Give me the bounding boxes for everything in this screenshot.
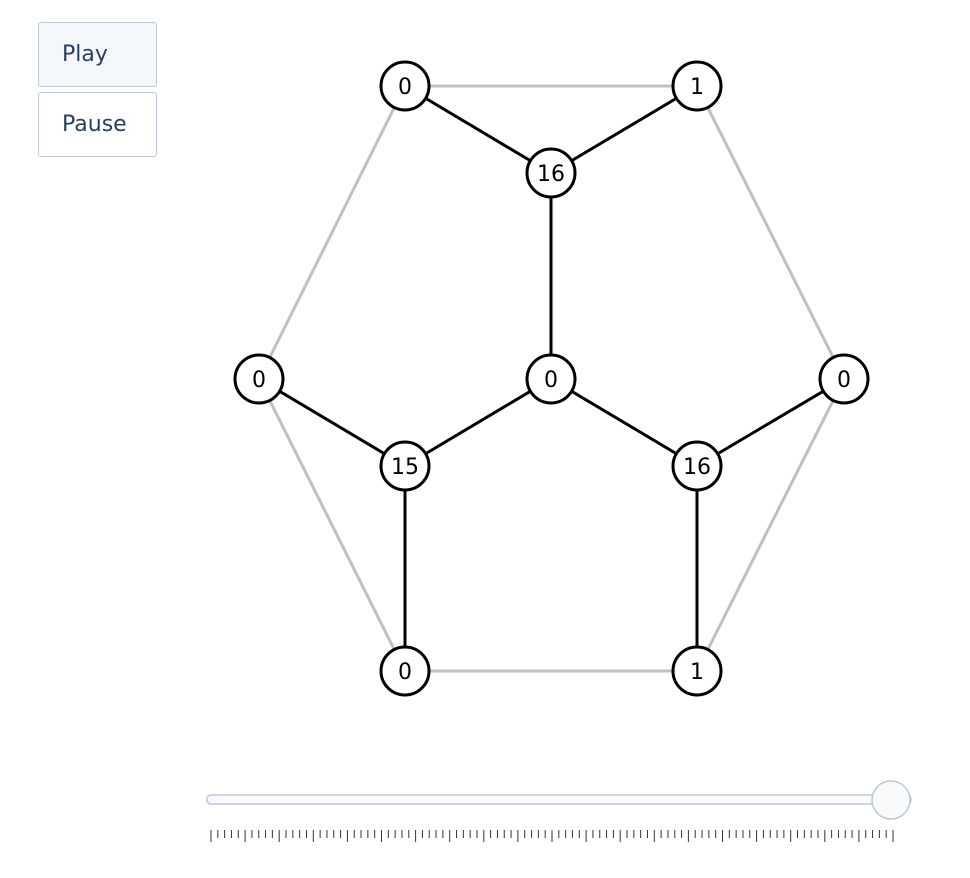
graph-node: 15 <box>379 440 431 492</box>
edge-n3-n6 <box>258 377 406 468</box>
graph-node: 16 <box>671 440 723 492</box>
slider-track[interactable] <box>206 794 912 805</box>
node-circle <box>525 147 577 199</box>
graph-node: 1 <box>671 645 723 697</box>
node-label: 0 <box>398 75 412 100</box>
graph-node: 16 <box>525 147 577 199</box>
node-label: 0 <box>398 660 412 685</box>
node-circle <box>671 60 723 112</box>
edge-n0-n2 <box>404 84 552 175</box>
graph-node: 1 <box>671 60 723 112</box>
node-circle <box>525 353 577 405</box>
graph-node: 0 <box>379 60 431 112</box>
graph-node: 0 <box>233 353 285 405</box>
node-label: 0 <box>544 368 558 393</box>
edge-n5-n7 <box>696 377 845 468</box>
node-circle <box>671 645 723 697</box>
node-circle <box>818 353 870 405</box>
pause-button[interactable]: Pause <box>38 92 157 157</box>
play-button[interactable]: Play <box>38 22 157 87</box>
node-circle <box>379 60 431 112</box>
node-label: 0 <box>252 368 266 393</box>
slider-handle[interactable] <box>871 780 911 820</box>
nodes-layer: 0 1 16 0 0 0 15 16 0 1 <box>233 60 870 697</box>
node-label: 16 <box>537 162 565 187</box>
slider-ticks <box>210 830 894 842</box>
node-circle <box>379 645 431 697</box>
graph-node: 0 <box>379 645 431 697</box>
edge-n3-n8 <box>257 378 407 672</box>
node-circle <box>379 440 431 492</box>
edge-n0-n3 <box>257 85 407 380</box>
node-circle <box>233 353 285 405</box>
edge-n4-n7 <box>550 377 698 468</box>
edge-n1-n5 <box>695 85 846 380</box>
edge-n1-n2 <box>550 84 698 175</box>
graph-node: 0 <box>818 353 870 405</box>
node-label: 0 <box>837 368 851 393</box>
edge-n5-n9 <box>695 378 846 672</box>
node-label: 1 <box>690 660 704 685</box>
graph-node: 0 <box>525 353 577 405</box>
node-label: 16 <box>683 455 711 480</box>
node-circle <box>671 440 723 492</box>
edge-n4-n6 <box>404 377 552 468</box>
node-label: 1 <box>690 75 704 100</box>
node-label: 15 <box>391 455 419 480</box>
edges-layer <box>257 84 846 673</box>
